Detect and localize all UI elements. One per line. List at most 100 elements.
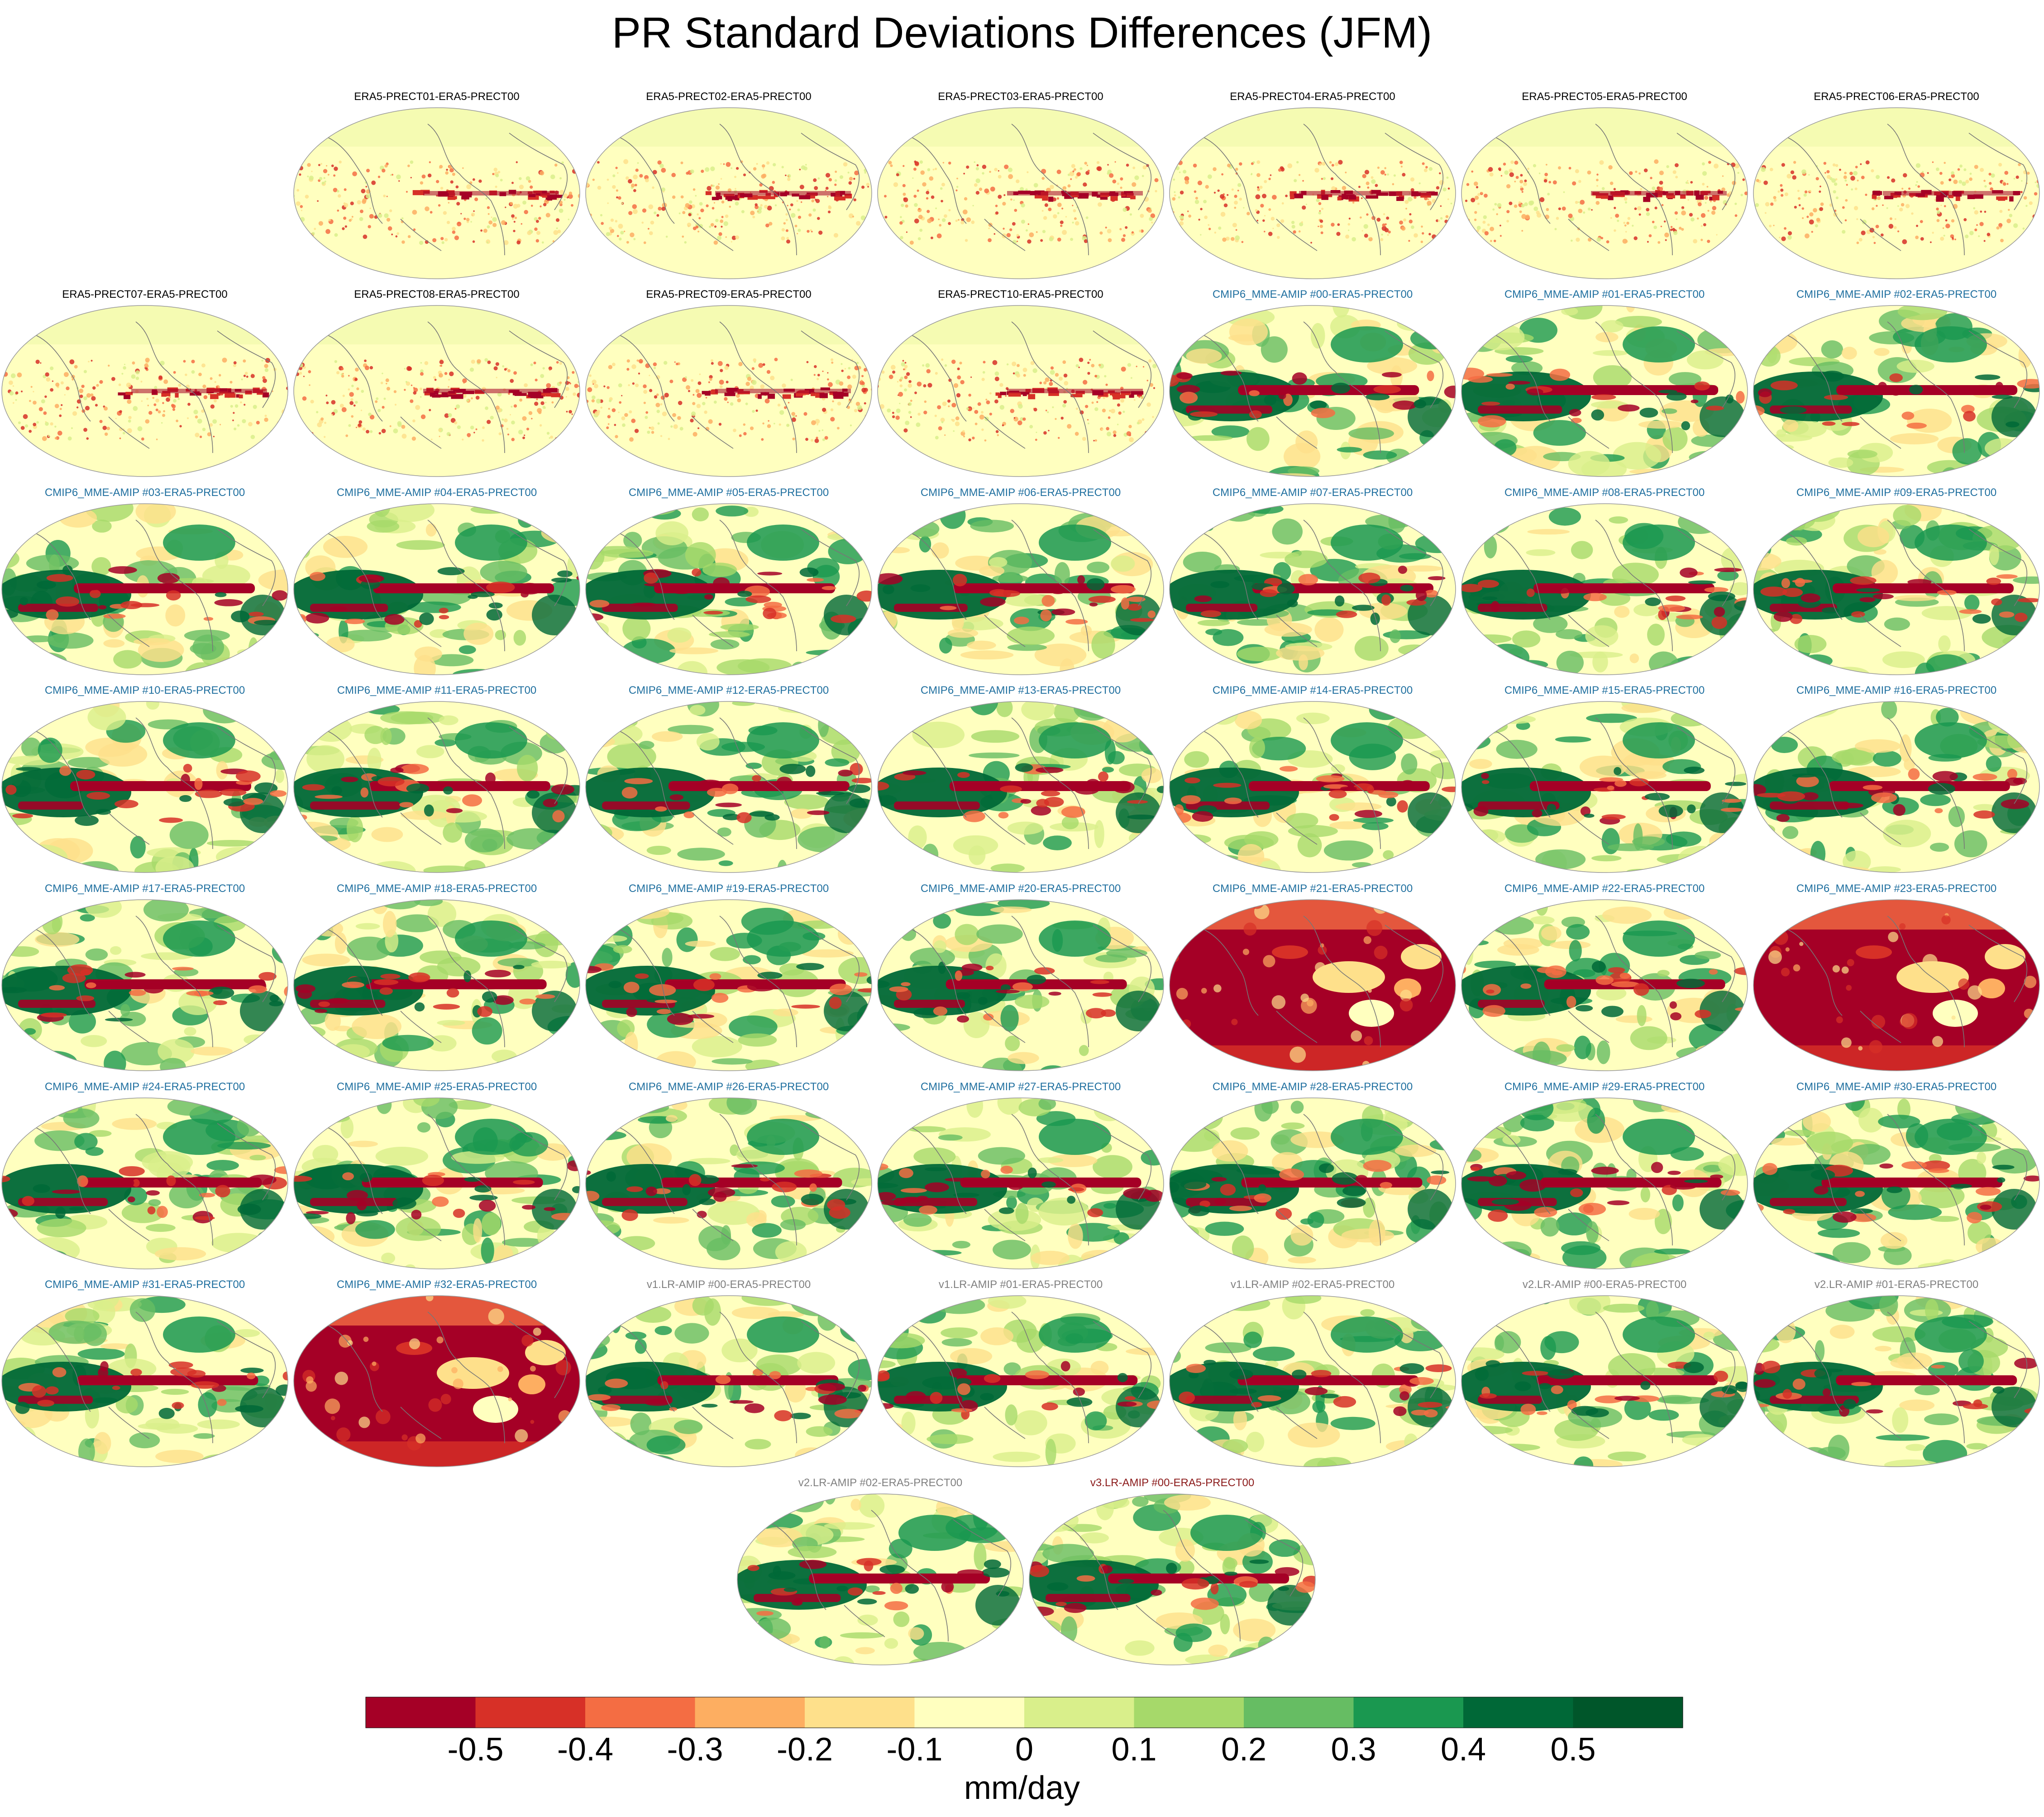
panel-title: CMIP6_MME-AMIP #21-ERA5-PRECT00 xyxy=(1212,882,1413,895)
colorbar-swatch xyxy=(366,1697,476,1728)
panel-map xyxy=(1,503,288,675)
panel-title: CMIP6_MME-AMIP #07-ERA5-PRECT00 xyxy=(1212,486,1413,499)
panel-title: v2.LR-AMIP #01-ERA5-PRECT00 xyxy=(1814,1278,1979,1291)
chart-title: PR Standard Deviations Differences (JFM) xyxy=(611,9,1433,57)
colorbar-swatch xyxy=(475,1697,586,1728)
panel-title: CMIP6_MME-AMIP #12-ERA5-PRECT00 xyxy=(628,684,829,696)
map-panel: CMIP6_MME-AMIP #03-ERA5-PRECT00 xyxy=(0,486,290,677)
panel-map xyxy=(1461,1295,1748,1467)
map-panel: CMIP6_MME-AMIP #27-ERA5-PRECT00 xyxy=(876,1081,1165,1271)
panel-map xyxy=(585,899,872,1071)
map-panel: CMIP6_MME-AMIP #01-ERA5-PRECT00 xyxy=(1460,288,1749,478)
colorbar-swatches xyxy=(365,1697,1683,1728)
map-panel: v1.LR-AMIP #01-ERA5-PRECT00 xyxy=(876,1278,1165,1469)
panel-map xyxy=(1,305,288,477)
panel-map xyxy=(1753,305,2040,477)
map-panel: CMIP6_MME-AMIP #18-ERA5-PRECT00 xyxy=(292,882,582,1073)
panel-map xyxy=(293,701,580,873)
map-panel: CMIP6_MME-AMIP #05-ERA5-PRECT00 xyxy=(584,486,874,677)
panel-title: CMIP6_MME-AMIP #29-ERA5-PRECT00 xyxy=(1504,1081,1705,1093)
map-panel: ERA5-PRECT05-ERA5-PRECT00 xyxy=(1460,91,1749,281)
colorbar-tick-label: 0.3 xyxy=(1331,1731,1376,1768)
map-panel: CMIP6_MME-AMIP #15-ERA5-PRECT00 xyxy=(1460,684,1749,874)
colorbar-tick-label: 0 xyxy=(1015,1731,1034,1768)
panel-map xyxy=(1461,899,1748,1071)
map-panel: ERA5-PRECT10-ERA5-PRECT00 xyxy=(876,288,1165,478)
panel-map xyxy=(877,1295,1164,1467)
map-panel: CMIP6_MME-AMIP #16-ERA5-PRECT00 xyxy=(1752,684,2041,874)
panel-map xyxy=(1753,503,2040,675)
panel-title: CMIP6_MME-AMIP #24-ERA5-PRECT00 xyxy=(44,1081,245,1093)
panel-map xyxy=(1169,503,1456,675)
panel-map xyxy=(1,1097,288,1269)
panel-map xyxy=(293,503,580,675)
panel-map xyxy=(585,1295,872,1467)
panel-title: CMIP6_MME-AMIP #14-ERA5-PRECT00 xyxy=(1212,684,1413,696)
panel-title: ERA5-PRECT06-ERA5-PRECT00 xyxy=(1814,91,1979,103)
panel-map xyxy=(1029,1493,1316,1665)
panel-map xyxy=(877,701,1164,873)
map-panel: CMIP6_MME-AMIP #04-ERA5-PRECT00 xyxy=(292,486,582,677)
panel-grid: ERA5-PRECT01-ERA5-PRECT00 ERA5-PRECT02-ER… xyxy=(0,91,2041,1667)
panel-map xyxy=(1461,503,1748,675)
map-panel: CMIP6_MME-AMIP #24-ERA5-PRECT00 xyxy=(0,1081,290,1271)
map-panel: ERA5-PRECT07-ERA5-PRECT00 xyxy=(0,288,290,478)
panel-title: CMIP6_MME-AMIP #04-ERA5-PRECT00 xyxy=(336,486,537,499)
map-panel: CMIP6_MME-AMIP #08-ERA5-PRECT00 xyxy=(1460,486,1749,677)
map-panel: CMIP6_MME-AMIP #30-ERA5-PRECT00 xyxy=(1752,1081,2041,1271)
colorbar-tick-label: 0.2 xyxy=(1221,1731,1267,1768)
map-panel: CMIP6_MME-AMIP #21-ERA5-PRECT00 xyxy=(1168,882,1457,1073)
map-panel: v2.LR-AMIP #02-ERA5-PRECT00 xyxy=(735,1477,1025,1667)
colorbar-units-label: mm/day xyxy=(964,1770,1080,1806)
panel-map xyxy=(1753,1295,2040,1467)
map-panel: CMIP6_MME-AMIP #25-ERA5-PRECT00 xyxy=(292,1081,582,1271)
map-panel: CMIP6_MME-AMIP #13-ERA5-PRECT00 xyxy=(876,684,1165,874)
map-panel: ERA5-PRECT09-ERA5-PRECT00 xyxy=(584,288,874,478)
panel-title: CMIP6_MME-AMIP #26-ERA5-PRECT00 xyxy=(628,1081,829,1093)
panel-map xyxy=(585,503,872,675)
colorbar-tick-label: 0.5 xyxy=(1550,1731,1596,1768)
colorbar-tick-label: -0.5 xyxy=(447,1731,504,1768)
panel-map xyxy=(293,899,580,1071)
panel-map xyxy=(1,899,288,1071)
map-panel: CMIP6_MME-AMIP #09-ERA5-PRECT00 xyxy=(1752,486,2041,677)
colorbar-swatch xyxy=(695,1697,805,1728)
panel-title: CMIP6_MME-AMIP #00-ERA5-PRECT00 xyxy=(1212,288,1413,300)
panel-title: CMIP6_MME-AMIP #31-ERA5-PRECT00 xyxy=(44,1278,245,1291)
panel-map xyxy=(877,503,1164,675)
panel-title: CMIP6_MME-AMIP #30-ERA5-PRECT00 xyxy=(1796,1081,1997,1093)
panel-map xyxy=(293,305,580,477)
panel-map xyxy=(1461,305,1748,477)
map-panel: v1.LR-AMIP #00-ERA5-PRECT00 xyxy=(584,1278,874,1469)
map-panel: v1.LR-AMIP #02-ERA5-PRECT00 xyxy=(1168,1278,1457,1469)
map-panel: CMIP6_MME-AMIP #29-ERA5-PRECT00 xyxy=(1460,1081,1749,1271)
panel-title: v2.LR-AMIP #02-ERA5-PRECT00 xyxy=(798,1477,963,1489)
panel-map xyxy=(1461,107,1748,279)
map-panel: CMIP6_MME-AMIP #07-ERA5-PRECT00 xyxy=(1168,486,1457,677)
panel-map xyxy=(585,701,872,873)
colorbar-tick-label: 0.4 xyxy=(1440,1731,1486,1768)
panel-map xyxy=(1461,1097,1748,1269)
panel-title: CMIP6_MME-AMIP #27-ERA5-PRECT00 xyxy=(920,1081,1121,1093)
panel-title: CMIP6_MME-AMIP #13-ERA5-PRECT00 xyxy=(920,684,1121,696)
panel-title: ERA5-PRECT10-ERA5-PRECT00 xyxy=(938,288,1103,300)
colorbar-swatch xyxy=(1134,1697,1244,1728)
map-panel: CMIP6_MME-AMIP #26-ERA5-PRECT00 xyxy=(584,1081,874,1271)
panel-title: CMIP6_MME-AMIP #25-ERA5-PRECT00 xyxy=(336,1081,537,1093)
colorbar-tick-label: -0.3 xyxy=(667,1731,723,1768)
map-panel: ERA5-PRECT02-ERA5-PRECT00 xyxy=(584,91,874,281)
panel-title: ERA5-PRECT01-ERA5-PRECT00 xyxy=(354,91,520,103)
colorbar-swatch xyxy=(1024,1697,1134,1728)
map-panel: CMIP6_MME-AMIP #11-ERA5-PRECT00 xyxy=(292,684,582,874)
map-panel: CMIP6_MME-AMIP #32-ERA5-PRECT00 xyxy=(292,1278,582,1469)
panel-title: v1.LR-AMIP #02-ERA5-PRECT00 xyxy=(1230,1278,1395,1291)
panel-map xyxy=(1169,1295,1456,1467)
panel-title: ERA5-PRECT07-ERA5-PRECT00 xyxy=(62,288,228,300)
map-panel: CMIP6_MME-AMIP #14-ERA5-PRECT00 xyxy=(1168,684,1457,874)
panel-map xyxy=(1,701,288,873)
panel-title: CMIP6_MME-AMIP #03-ERA5-PRECT00 xyxy=(44,486,245,499)
map-panel: CMIP6_MME-AMIP #28-ERA5-PRECT00 xyxy=(1168,1081,1457,1271)
colorbar-swatch xyxy=(914,1697,1025,1728)
panel-map xyxy=(585,1097,872,1269)
panel-title: CMIP6_MME-AMIP #01-ERA5-PRECT00 xyxy=(1504,288,1705,300)
